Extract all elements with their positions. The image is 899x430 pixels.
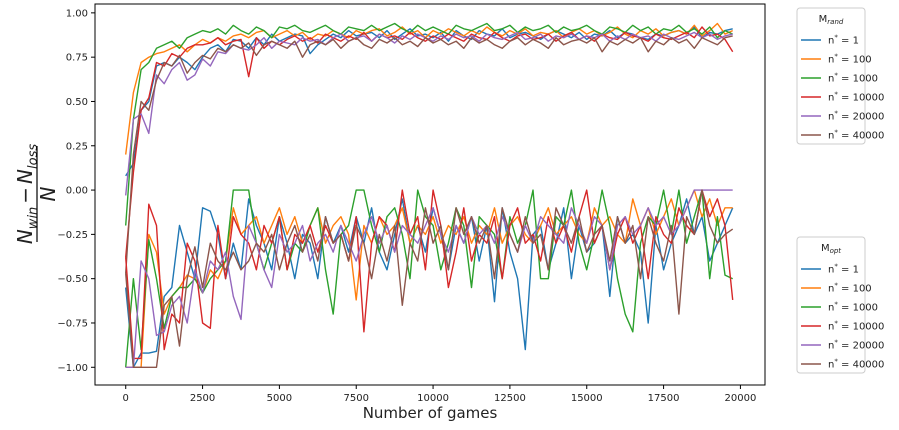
y-numerator-sub2: loss bbox=[26, 144, 41, 169]
plot-frame bbox=[94, 3, 766, 386]
y-tick-label: 1.00 bbox=[66, 8, 88, 19]
y-tick-label: 0.50 bbox=[66, 97, 88, 108]
legend-entry-label: n* = 1 bbox=[828, 34, 859, 47]
x-tick-label: 7500 bbox=[344, 393, 369, 404]
y-numerator-sub1: win bbox=[26, 207, 41, 229]
y-tick-label: −0.50 bbox=[57, 274, 88, 285]
series-line-rand-4 bbox=[125, 31, 733, 196]
y-minus: − bbox=[13, 187, 37, 204]
legend-box bbox=[796, 7, 866, 145]
legend-entry-label: n* = 100 bbox=[828, 53, 872, 66]
legend-title: Mrand bbox=[819, 14, 844, 26]
legend-entry-label: n* = 1000 bbox=[828, 72, 878, 85]
x-tick-label: 17500 bbox=[648, 393, 680, 404]
y-tick-label: −0.75 bbox=[57, 318, 88, 329]
series-line-rand-5 bbox=[125, 35, 733, 274]
x-tick-label: 15000 bbox=[571, 393, 603, 404]
legend-entry-label: n* = 10000 bbox=[828, 320, 884, 333]
legend-rand: Mrand n* = 1 n* = 100 n* = 1000 n* = 10000 n*… bbox=[796, 7, 884, 145]
legend-entry-label: n* = 1 bbox=[828, 263, 859, 276]
legend-box bbox=[796, 236, 866, 374]
y-tick-label: −1.00 bbox=[57, 363, 88, 374]
x-tick-label: 20000 bbox=[725, 393, 757, 404]
y-tick-label: 0.00 bbox=[66, 186, 88, 197]
x-tick-label: 5000 bbox=[267, 393, 292, 404]
legend-opt: Mopt n* = 1 n* = 100 n* = 1000 n* = 10000 n* … bbox=[796, 236, 884, 374]
y-axis-label: Nwin−Nloss N bbox=[13, 144, 60, 245]
legend-entry-label: n* = 20000 bbox=[828, 339, 884, 352]
series-line-opt-11 bbox=[125, 189, 734, 368]
legend-entry-label: n* = 1000 bbox=[828, 301, 878, 314]
y-numerator-n2: N bbox=[13, 169, 37, 184]
x-tick-label: 2500 bbox=[190, 393, 215, 404]
x-tick-label: 0 bbox=[123, 393, 129, 404]
svg-text:Nwin−Nloss: Nwin − Nloss bbox=[13, 144, 41, 245]
legends: Mrand n* = 1 n* = 100 n* = 1000 n* = 10000 n*… bbox=[796, 7, 884, 374]
y-axis: −1.00 −0.75 −0.50 −0.25 0.00 0.25 0.50 0.75 1.00 bbox=[57, 8, 95, 374]
y-denominator: N bbox=[36, 186, 60, 201]
series-line-rand-1 bbox=[125, 22, 733, 155]
legend-entry-label: n* = 10000 bbox=[828, 91, 884, 104]
legend-title: Mopt bbox=[821, 243, 841, 255]
legend-entry-label: n* = 40000 bbox=[828, 358, 884, 371]
y-tick-label: −0.25 bbox=[57, 230, 88, 241]
plot-lines bbox=[125, 22, 734, 368]
y-tick-label: 0.25 bbox=[66, 141, 88, 152]
legend-entry-label: n* = 40000 bbox=[828, 129, 884, 142]
x-tick-label: 12500 bbox=[494, 393, 526, 404]
legend-entry-label: n* = 100 bbox=[828, 282, 872, 295]
x-tick-label: 10000 bbox=[417, 393, 449, 404]
series-line-opt-10 bbox=[125, 189, 733, 368]
legend-entry-label: n* = 20000 bbox=[828, 110, 884, 123]
x-axis-label: Number of games bbox=[363, 404, 498, 422]
series-line-opt-8 bbox=[125, 189, 733, 368]
y-tick-label: 0.75 bbox=[66, 53, 88, 64]
series-line-rand-2 bbox=[125, 22, 733, 226]
y-numerator-n1: N bbox=[13, 229, 37, 244]
x-axis: 0 2500 5000 7500 10000 12500 15000 17500 20000 bbox=[123, 385, 757, 404]
